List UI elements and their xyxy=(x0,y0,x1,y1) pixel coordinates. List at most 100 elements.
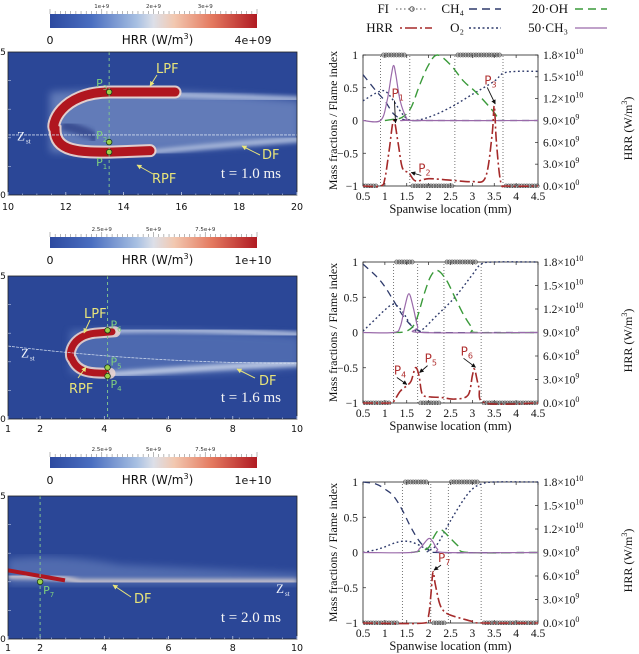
fi-marker xyxy=(533,400,539,405)
fi-marker xyxy=(402,259,407,265)
x-tick-label: 10 xyxy=(2,202,14,213)
fi-marker xyxy=(431,183,436,188)
contour-panel-1: 1e+9 2e+9 3e+9 0 4e+09 HRR (W/m3) 10 12 14 16 18 20… xyxy=(0,4,303,213)
x-tick-label: 2 xyxy=(426,408,432,420)
colorbar: 2.5e+9 5e+9 7.5e+9 0 1e+10 HRR (W/m3) xyxy=(47,227,272,267)
fi-marker xyxy=(474,479,480,485)
y2-tick-label: 0.0×100 xyxy=(543,395,579,410)
colorbar-max-label: 4e+09 xyxy=(235,34,272,47)
fi-marker xyxy=(439,183,444,188)
y2-tick-label: 1.2×1010 xyxy=(543,91,583,106)
x-tick-label: 1 xyxy=(382,191,388,203)
point-label-p3: P3 xyxy=(484,73,496,89)
fi-marker xyxy=(455,52,461,58)
x-tick-label: 1 xyxy=(382,408,388,420)
fi-marker xyxy=(469,479,475,485)
y-tick-label: −1 xyxy=(346,181,358,193)
x-tick-label: 4.5 xyxy=(531,628,546,640)
colorbar-tick-label: 7.5e+9 xyxy=(195,447,216,453)
x-axis-label: Spanwise location (mm) xyxy=(389,419,511,433)
contour-panel-2: 2.5e+9 5e+9 7.5e+9 0 1e+10 HRR (W/m3) 1 2 4 6 8 10 0… xyxy=(0,227,303,435)
colorbar-tick-label: 3e+9 xyxy=(198,4,213,10)
series-hrr xyxy=(363,366,539,405)
annotation-df: DF xyxy=(262,148,280,163)
colorbar-min-label: 0 xyxy=(47,474,54,487)
fi-marker xyxy=(492,400,497,405)
y-tick-label: 5 xyxy=(0,272,6,282)
profile-plot xyxy=(363,479,539,625)
x-tick-label: 10 xyxy=(291,424,303,435)
y-tick-label: 0 xyxy=(0,191,6,201)
x-tick-label: 2 xyxy=(426,628,432,640)
point-label-p4: P4 xyxy=(111,378,123,393)
annotation-arrow-rpf xyxy=(136,164,154,175)
colorbar-max-label: 1e+10 xyxy=(235,254,272,267)
colorbar: 2.5e+9 5e+9 7.5e+9 0 1e+10 HRR (W/m3) xyxy=(47,447,272,487)
fi-marker xyxy=(421,479,426,485)
lpf-tail xyxy=(109,327,297,337)
fi-marker xyxy=(408,479,413,485)
x-tick-label: 12 xyxy=(60,202,72,213)
x-tick-label: 1.5 xyxy=(400,628,415,640)
y2-tick-label: 1.8×1010 xyxy=(543,254,583,269)
contour-plot xyxy=(8,52,297,195)
y2-axis-label: HRR (W/m3) xyxy=(620,309,635,373)
colorbar-label: HRR (W/m3) xyxy=(122,32,194,47)
fi-marker xyxy=(497,52,502,58)
feature-annotations: LPF RPF DF xyxy=(136,62,280,187)
fi-marker xyxy=(394,52,399,58)
colorbar-gradient xyxy=(50,14,257,28)
profile-panel-3: 0.5 1 1.5 2 2.5 3 3.5 4 4.5 −1 −0.5 0 0.5 1 0.0×100 3.0… xyxy=(326,474,635,653)
y2-tick-label: 6.0×109 xyxy=(543,348,579,363)
series-hrr xyxy=(363,571,539,625)
fi-marker xyxy=(383,52,389,58)
annotation-arrow-df xyxy=(241,145,261,156)
fi-marker xyxy=(534,183,540,188)
point-arrow-p7 xyxy=(433,564,442,571)
colorbar-tick-label: 2.5e+9 xyxy=(92,227,113,233)
x-tick-label: 0.5 xyxy=(356,628,371,640)
fi-marker xyxy=(441,183,447,188)
fi-marker xyxy=(423,183,429,188)
series-o2 xyxy=(363,261,539,333)
series-50ch3 xyxy=(363,293,539,334)
point-label-p2: P2 xyxy=(96,129,107,144)
fi-marker xyxy=(497,400,503,405)
x-tick-label: 1.5 xyxy=(400,191,415,203)
fi-marker xyxy=(470,259,476,265)
fi-marker xyxy=(403,479,408,485)
zst-z: Z xyxy=(17,129,25,144)
fi-marker xyxy=(434,620,439,625)
legend-label: HRR xyxy=(366,20,393,35)
probe-point-p6 xyxy=(104,327,111,334)
series-ch4 xyxy=(363,263,539,334)
y2-tick-label: 1.8×1010 xyxy=(543,474,583,489)
x-tick-label: 2.5 xyxy=(443,191,458,203)
legend-marker xyxy=(409,6,415,12)
fi-marker xyxy=(473,259,478,265)
series-ch4 xyxy=(363,74,538,122)
x-tick-label: 4 xyxy=(513,191,519,203)
flame-front xyxy=(66,328,116,377)
annotation-lpf: LPF xyxy=(84,307,107,322)
y-tick-label: 1 xyxy=(352,50,358,62)
x-tick-label: 2.5 xyxy=(443,628,458,640)
x-tick-label: 4.5 xyxy=(531,191,546,203)
fi-marker xyxy=(481,400,487,405)
annotation-arrow-rpf xyxy=(77,366,87,379)
y-tick-label: −0.5 xyxy=(337,363,358,375)
fi-marker xyxy=(452,259,458,265)
x-tick-label: 8 xyxy=(230,643,236,654)
profile-plot xyxy=(363,52,540,188)
annotation-df: DF xyxy=(134,592,152,607)
y2-tick-label: 3.0×109 xyxy=(543,156,579,171)
legend-item-o: O₂ xyxy=(450,20,501,35)
fi-marker xyxy=(494,400,500,405)
fi-marker xyxy=(413,183,418,188)
legend-item-ch: CH₄ xyxy=(441,1,501,16)
y-tick-label: 0 xyxy=(352,548,358,560)
fi-marker xyxy=(459,479,465,485)
